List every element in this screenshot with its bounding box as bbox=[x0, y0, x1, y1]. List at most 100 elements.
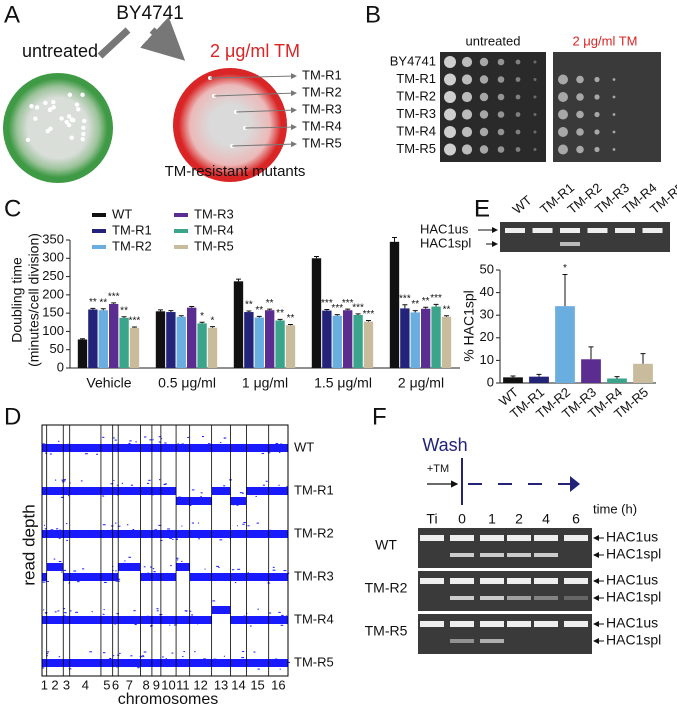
depth-noise bbox=[112, 655, 115, 657]
depth-noise bbox=[117, 578, 121, 580]
band bbox=[534, 535, 558, 541]
depth-noise bbox=[213, 658, 217, 660]
error-bar bbox=[90, 307, 96, 310]
spot bbox=[479, 110, 489, 119]
depth-noise bbox=[45, 612, 47, 614]
error-bar bbox=[412, 310, 418, 313]
error-bar bbox=[510, 375, 516, 378]
depth-noise bbox=[169, 537, 172, 539]
depth-noise bbox=[114, 444, 117, 446]
chromosome-label: 14 bbox=[231, 677, 245, 692]
colony bbox=[66, 122, 72, 128]
depth-noise bbox=[109, 657, 112, 659]
depth-noise bbox=[43, 536, 47, 538]
y-tick-label: 300 bbox=[42, 250, 64, 265]
chromosome-label: 16 bbox=[271, 677, 285, 692]
depth-noise bbox=[44, 447, 46, 449]
depth-noise bbox=[65, 659, 68, 661]
colony bbox=[80, 137, 85, 142]
depth-noise bbox=[181, 525, 183, 527]
depth-band bbox=[112, 487, 119, 495]
depth-noise bbox=[143, 535, 147, 537]
depth-noise bbox=[266, 580, 269, 582]
band bbox=[534, 578, 558, 584]
plate-image bbox=[553, 52, 661, 162]
depth-band bbox=[246, 573, 269, 581]
depth-band bbox=[118, 616, 141, 624]
depth-noise bbox=[190, 663, 194, 665]
depth-noise bbox=[161, 445, 164, 447]
depth-noise bbox=[117, 580, 120, 582]
depth-noise bbox=[200, 495, 202, 497]
spot bbox=[558, 109, 568, 120]
bar bbox=[275, 320, 285, 368]
depth-noise bbox=[116, 443, 119, 445]
depth-band bbox=[176, 563, 190, 571]
spot bbox=[515, 129, 521, 135]
depth-noise bbox=[157, 492, 159, 494]
error-bar bbox=[189, 306, 195, 308]
band bbox=[450, 553, 474, 557]
depth-band bbox=[42, 487, 47, 495]
depth-band bbox=[189, 530, 212, 538]
spot bbox=[576, 128, 584, 136]
depth-noise bbox=[149, 439, 152, 441]
depth-noise bbox=[157, 533, 160, 535]
band-label: HAC1us bbox=[606, 615, 658, 631]
bar bbox=[98, 310, 108, 368]
band bbox=[615, 228, 635, 233]
depth-noise bbox=[98, 536, 101, 538]
bar bbox=[431, 306, 441, 368]
significance: ** bbox=[99, 297, 107, 308]
depth-noise bbox=[201, 436, 204, 438]
depth-noise bbox=[226, 609, 230, 611]
depth-noise bbox=[63, 612, 67, 614]
depth-band bbox=[151, 487, 161, 495]
significance: *** bbox=[352, 303, 364, 314]
depth-noise bbox=[179, 500, 182, 502]
bar bbox=[421, 308, 431, 368]
depth-noise bbox=[280, 624, 284, 626]
depth-band bbox=[46, 616, 64, 624]
band bbox=[480, 639, 504, 643]
error-bar bbox=[277, 318, 283, 321]
depth-noise bbox=[91, 531, 94, 533]
depth-noise bbox=[201, 617, 204, 619]
depth-noise bbox=[243, 522, 246, 524]
depth-noise bbox=[232, 504, 235, 506]
significance: *** bbox=[399, 293, 411, 304]
depth-band bbox=[118, 563, 141, 571]
depth-band bbox=[160, 530, 177, 538]
depth-noise bbox=[130, 655, 133, 657]
mutant-label: TM-R5 bbox=[302, 135, 342, 150]
depth-band bbox=[176, 444, 190, 452]
significance: ** bbox=[443, 304, 451, 315]
arrows bbox=[97, 30, 180, 56]
depth-band bbox=[160, 659, 177, 667]
error-bar bbox=[402, 304, 408, 309]
row-label: TM-R5 bbox=[396, 141, 436, 156]
treatment-label: 2 μg/ml TM bbox=[210, 41, 300, 61]
spot bbox=[533, 60, 537, 64]
mutant-labels: TM-R1 TM-R2 TM-R3 TM-R4 TM-R5 bbox=[208, 67, 342, 150]
depth-band bbox=[100, 616, 113, 624]
depth-noise bbox=[190, 577, 194, 579]
depth-band bbox=[112, 573, 119, 581]
legend-label: TM-R2 bbox=[112, 238, 152, 253]
arrow-head bbox=[570, 476, 580, 492]
spot bbox=[612, 95, 616, 99]
depth-noise bbox=[257, 621, 261, 623]
depth-noise bbox=[129, 440, 132, 442]
depth-band bbox=[46, 530, 64, 538]
gel bbox=[418, 571, 592, 611]
bar bbox=[607, 378, 627, 383]
gel bbox=[418, 528, 592, 568]
depth-noise bbox=[155, 574, 159, 576]
depth-noise bbox=[54, 479, 57, 481]
depth-noise bbox=[153, 665, 155, 667]
depth-noise bbox=[102, 524, 106, 526]
depth-noise bbox=[152, 662, 155, 664]
chromosome-label: 1 bbox=[41, 677, 48, 692]
spot bbox=[612, 130, 616, 134]
chromosome-label: 11 bbox=[176, 677, 190, 692]
